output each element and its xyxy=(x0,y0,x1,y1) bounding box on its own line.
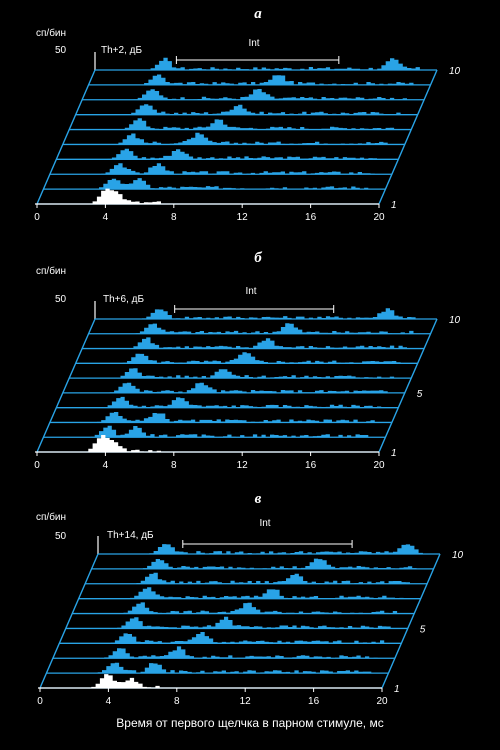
trace-2-histogram xyxy=(43,178,386,190)
x-tick-label: 16 xyxy=(305,460,317,471)
trace-2-histogram xyxy=(46,662,389,674)
trace-5-histogram xyxy=(65,616,408,629)
x-axis-title: Время от первого щелчка в парном стимуле… xyxy=(116,716,383,730)
x-tick-label: 4 xyxy=(103,460,109,471)
trace-number-label: 10 xyxy=(452,550,464,561)
trace-10-histogram xyxy=(95,308,437,319)
trace-7-histogram xyxy=(75,104,418,115)
trace-9-histogram xyxy=(91,558,434,569)
trace-number-label: 5 xyxy=(417,389,423,400)
trace-8-histogram xyxy=(82,89,425,100)
x-tick-label: 16 xyxy=(308,696,320,707)
x-tick-label: 0 xyxy=(37,696,43,707)
trace-3-histogram xyxy=(49,163,392,175)
panel-b-letter: б xyxy=(254,250,262,266)
trace-1-histogram xyxy=(37,188,379,204)
panel-c-condition: Th+14, дБ xyxy=(107,530,154,541)
frame-left-edge xyxy=(36,69,96,205)
panel-b-ytick: 50 xyxy=(55,294,67,305)
trace-number-label: 10 xyxy=(449,66,461,77)
panel-a-ytick: 50 xyxy=(55,45,67,56)
trace-8-histogram xyxy=(82,337,425,349)
trace-number-label: 1 xyxy=(391,448,397,459)
frame-right-edge xyxy=(381,553,441,689)
frame-right-edge xyxy=(378,69,438,205)
panel-c-letter: в xyxy=(255,491,262,507)
x-tick-label: 12 xyxy=(237,460,249,471)
panel-a-int-label: Int xyxy=(248,38,259,49)
panel-c-ylabel: сп/бин xyxy=(36,511,66,523)
trace-6-histogram xyxy=(69,368,412,379)
frame-left-edge xyxy=(36,318,96,453)
trace-8-histogram xyxy=(85,572,428,584)
trace-9-histogram xyxy=(88,323,431,334)
trace-1-histogram xyxy=(37,435,379,452)
x-tick-label: 20 xyxy=(376,696,388,707)
trace-3-histogram xyxy=(52,646,395,659)
x-tick-label: 8 xyxy=(174,696,180,707)
trace-6-histogram xyxy=(72,602,415,614)
trace-number-label: 1 xyxy=(394,684,400,695)
trace-9-histogram xyxy=(88,74,431,85)
trace-7-histogram xyxy=(78,587,421,599)
panel-a-letter: а xyxy=(254,6,262,22)
trace-number-label: 10 xyxy=(449,315,461,326)
trace-3-histogram xyxy=(49,412,392,423)
panel-b-condition: Th+6, дБ xyxy=(103,294,144,305)
panel-a-condition: Th+2, дБ xyxy=(101,45,142,56)
x-tick-label: 16 xyxy=(305,212,317,223)
x-tick-label: 4 xyxy=(103,212,109,223)
trace-5-histogram xyxy=(62,382,405,393)
frame-right-edge xyxy=(378,318,438,453)
trace-1-histogram xyxy=(40,674,382,688)
x-tick-label: 20 xyxy=(373,212,385,223)
panel-a-ylabel: сп/бин xyxy=(36,27,66,39)
panel-b-int-label: Int xyxy=(245,286,256,297)
trace-4-histogram xyxy=(59,632,402,644)
x-tick-label: 8 xyxy=(171,460,177,471)
x-tick-label: 4 xyxy=(106,696,112,707)
trace-number-label: 5 xyxy=(420,624,426,635)
x-tick-label: 0 xyxy=(34,212,40,223)
panel-a: а сп/бин 50 Th+2, дБ Int 0 4 8 12 16 20 1 10 xyxy=(34,6,460,223)
x-tick-label: 12 xyxy=(237,212,249,223)
trace-5-histogram xyxy=(62,132,405,145)
trace-4-histogram xyxy=(56,396,399,408)
frame-left-edge xyxy=(39,553,99,689)
trace-6-histogram xyxy=(69,118,412,130)
panel-b-ylabel: сп/бин xyxy=(36,265,66,277)
trace-10-histogram xyxy=(95,57,437,70)
x-tick-label: 8 xyxy=(171,212,177,223)
trace-2-histogram xyxy=(43,425,386,438)
x-tick-label: 12 xyxy=(240,696,252,707)
trace-7-histogram xyxy=(75,352,418,364)
x-tick-label: 20 xyxy=(373,460,385,471)
trace-4-histogram xyxy=(56,148,399,160)
x-tick-label: 0 xyxy=(34,460,40,471)
trace-10-histogram xyxy=(98,544,440,554)
panel-c-ytick: 50 xyxy=(55,531,67,542)
panel-c-int-label: Int xyxy=(259,518,270,529)
trace-number-label: 1 xyxy=(391,200,397,211)
